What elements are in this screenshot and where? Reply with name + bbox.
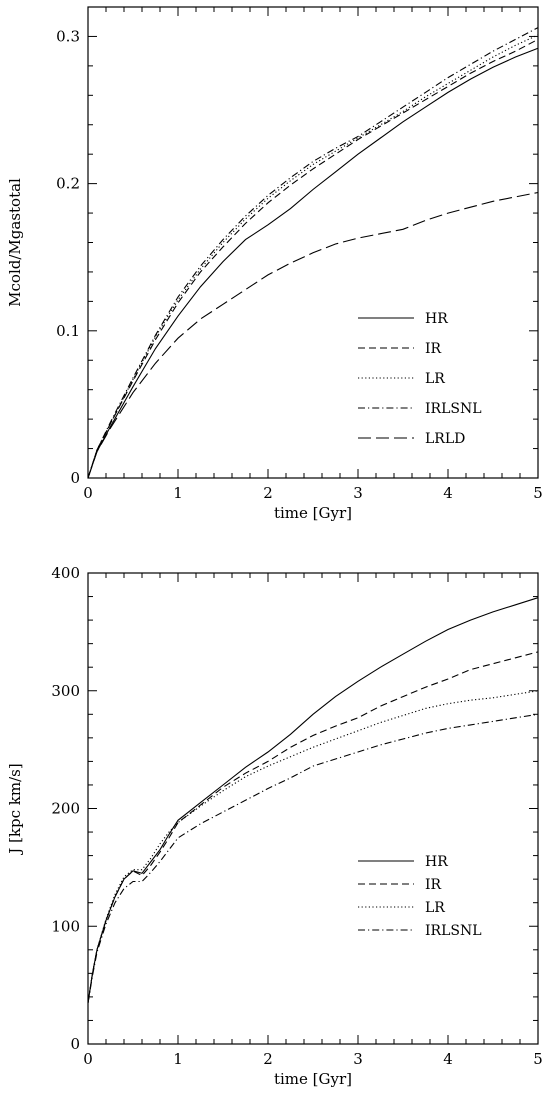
x-tick-label: 0 — [83, 484, 93, 502]
x-tick-label: 3 — [353, 1050, 363, 1068]
y-tick-label: 0.3 — [56, 27, 80, 45]
series-line-lrld — [87, 191, 539, 479]
y-axis-label: J [kpc km/s] — [6, 763, 24, 855]
series-line-lr — [87, 34, 539, 479]
series-line-hr — [87, 597, 539, 1003]
y-tick-label: 0 — [70, 1035, 80, 1053]
x-tick-label: 2 — [263, 484, 273, 502]
legend-label-lr: LR — [425, 371, 445, 387]
x-tick-label: 1 — [173, 484, 183, 502]
series-line-lr — [87, 690, 539, 1003]
x-tick-label: 4 — [443, 1050, 453, 1068]
legend-label-lr: LR — [425, 900, 445, 916]
x-tick-label: 5 — [533, 484, 543, 502]
legend-label-irlsnl: IRLSNL — [425, 923, 482, 939]
legend-label-hr: HR — [425, 854, 448, 870]
legend-label-hr: HR — [425, 311, 448, 327]
y-tick-label: 0 — [70, 469, 80, 487]
panel-angular-momentum: 0 1 2 3 4 5 0 100 200 300 400 time [Gyr] J [kpc km/s… — [6, 564, 543, 1088]
x-tick-label: 0 — [83, 1050, 93, 1068]
y-tick-label: 0.2 — [56, 175, 80, 193]
y-axis-label: Mcold/Mgastotal — [6, 178, 24, 307]
y-tick-label: 100 — [51, 917, 80, 935]
x-tick-label: 4 — [443, 484, 453, 502]
series-line-ir — [87, 38, 539, 479]
y-tick-label: 0.1 — [56, 322, 80, 340]
series-line-ir — [87, 651, 539, 1003]
series-line-hr — [87, 47, 539, 479]
x-tick-label: 5 — [533, 1050, 543, 1068]
plot-frame — [87, 572, 539, 1045]
y-tick-label: 400 — [51, 564, 80, 582]
x-tick-label: 2 — [263, 1050, 273, 1068]
legend-label-ir: IR — [425, 877, 442, 893]
y-tick-label: 200 — [51, 800, 80, 818]
legend-label-ir: IR — [425, 341, 442, 357]
legend-label-lrld: LRLD — [425, 431, 465, 447]
x-tick-label: 1 — [173, 1050, 183, 1068]
legend-label-irlsnl: IRLSNL — [425, 401, 482, 417]
panel-mcold-fraction: 0 1 2 3 4 5 0 0.1 0.2 0.3 time [Gyr] Mcold/Mgastota… — [6, 6, 543, 522]
x-axis-label: time [Gyr] — [274, 1070, 352, 1088]
series-line-irlsnl — [87, 27, 539, 479]
y-tick-label: 300 — [51, 682, 80, 700]
series-line-irlsnl — [87, 713, 539, 1003]
x-tick-label: 3 — [353, 484, 363, 502]
x-axis-label: time [Gyr] — [274, 504, 352, 522]
